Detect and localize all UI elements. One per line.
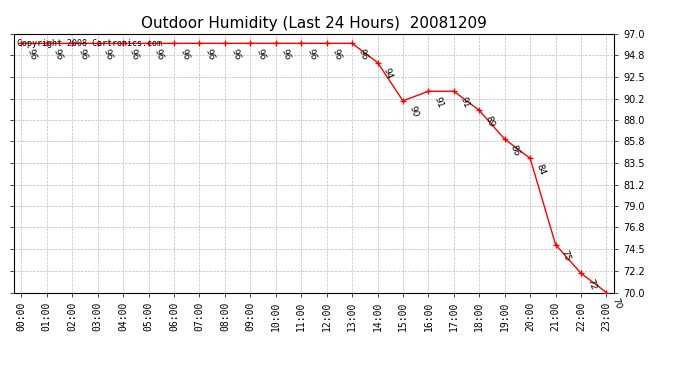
Text: 96: 96 — [128, 48, 140, 62]
Text: 75: 75 — [560, 249, 572, 262]
Text: 90: 90 — [407, 105, 420, 119]
Text: 84: 84 — [534, 162, 546, 176]
Text: 89: 89 — [484, 115, 496, 129]
Text: 86: 86 — [509, 143, 521, 157]
Text: 91: 91 — [458, 95, 471, 109]
Text: 96: 96 — [306, 48, 318, 62]
Text: 96: 96 — [77, 48, 89, 62]
Text: 72: 72 — [585, 278, 598, 291]
Text: 96: 96 — [102, 48, 115, 62]
Text: 96: 96 — [204, 48, 216, 62]
Text: 96: 96 — [356, 48, 368, 62]
Text: 96: 96 — [229, 48, 242, 62]
Text: 96: 96 — [51, 48, 63, 62]
Text: 94: 94 — [382, 67, 394, 80]
Text: 96: 96 — [331, 48, 343, 62]
Text: 96: 96 — [26, 48, 38, 62]
Title: Outdoor Humidity (Last 24 Hours)  20081209: Outdoor Humidity (Last 24 Hours) 2008120… — [141, 16, 487, 31]
Text: 96: 96 — [255, 48, 267, 62]
Text: 96: 96 — [152, 48, 165, 62]
Text: 91: 91 — [433, 95, 445, 109]
Text: 96: 96 — [178, 48, 190, 62]
Text: 70: 70 — [611, 297, 623, 310]
Text: 96: 96 — [280, 48, 293, 62]
Text: Copyright 2008 Cartronics.com: Copyright 2008 Cartronics.com — [17, 39, 161, 48]
